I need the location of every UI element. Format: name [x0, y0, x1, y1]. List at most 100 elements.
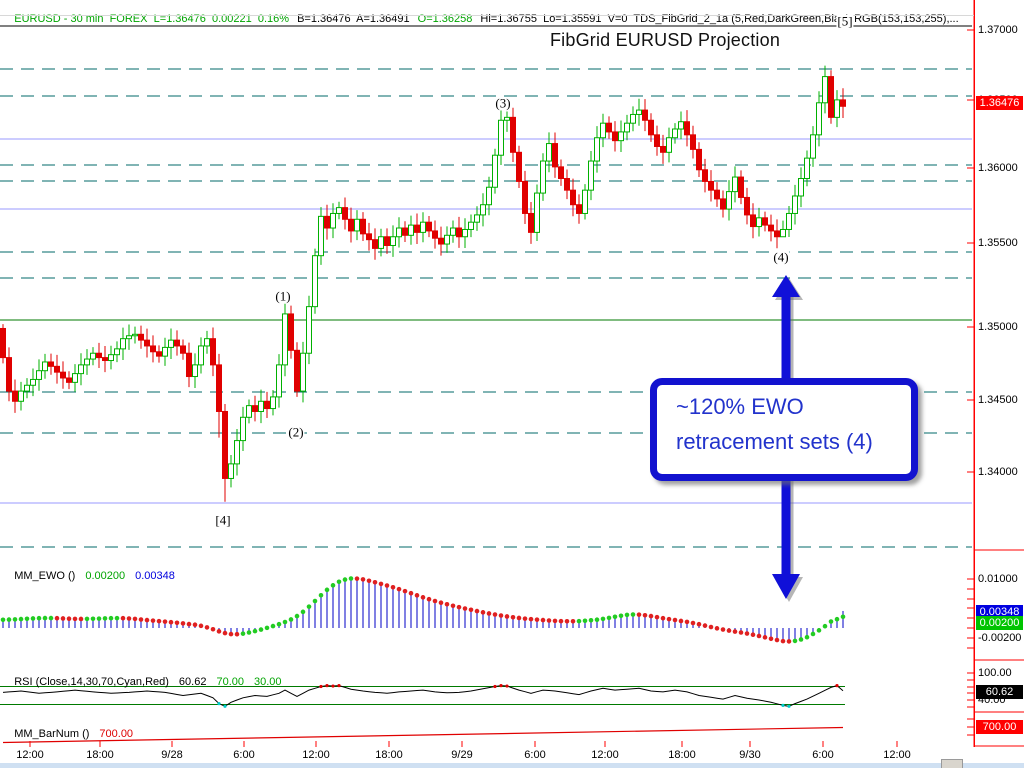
candle-body: [306, 306, 312, 354]
candle-body: [780, 228, 786, 238]
candle-body: [504, 116, 510, 121]
ewo-signal-dot: [762, 635, 768, 640]
rsi-oversold-mark: [223, 704, 227, 708]
candle-body: [546, 143, 552, 162]
open-info: O=1.36258: [417, 13, 473, 25]
scrollbar-grip[interactable]: [941, 759, 963, 768]
candle-body: [522, 180, 528, 214]
rsi-axis-label: 100.00: [978, 667, 1012, 679]
annotation-callout-box[interactable]: ~120% EWO retracement sets (4): [650, 378, 918, 481]
candle-body: [684, 121, 690, 136]
candle-body: [216, 364, 222, 412]
ewo-signal-dot: [114, 615, 120, 621]
ewo-signal-dot: [300, 609, 306, 615]
ewo-signal-dot: [126, 616, 132, 621]
candle-body: [36, 370, 42, 380]
horizontal-scrollbar[interactable]: [0, 763, 1024, 768]
candle-body: [636, 109, 642, 115]
candle-body: [738, 176, 744, 198]
rsi-oversold-mark: [781, 703, 785, 708]
candle-body: [162, 346, 168, 357]
ewo-signal-dot: [408, 590, 414, 596]
candle-body: [702, 169, 708, 182]
ewo-signal-dot: [210, 626, 216, 632]
ewo-signal-dot: [534, 617, 540, 622]
candle-body: [402, 227, 408, 236]
candle-body: [834, 99, 840, 118]
ewo-signal-dot: [528, 616, 534, 622]
candle-body: [156, 351, 162, 357]
ewo-signal-dot: [120, 615, 126, 621]
candle-body: [288, 313, 294, 351]
candle-body: [498, 119, 504, 156]
ewo-axis-label: -0.00200: [978, 632, 1022, 644]
ewo-signal-dot: [246, 630, 252, 635]
candle-body: [18, 390, 24, 402]
candle-body: [246, 405, 252, 418]
candle-body: [558, 166, 564, 180]
ewo-signal-dot: [150, 618, 156, 623]
candle-body: [552, 143, 558, 168]
ewo-signal-dot: [468, 607, 474, 613]
ewo-signal-dot: [660, 615, 666, 621]
ewo-axis-label: 0.01000: [978, 573, 1018, 585]
rsi-overbought-mark: [331, 684, 335, 688]
chart-title: FibGrid EURUSD Projection: [549, 30, 781, 50]
ewo-signal-dot: [258, 627, 264, 632]
price-axis-label: 1.34000: [978, 466, 1018, 478]
ewo-signal-dot: [336, 579, 342, 585]
annotation-line1: ~120% EWO: [676, 394, 804, 419]
candle-body: [186, 352, 192, 378]
ewo-signal-dot: [648, 613, 654, 619]
ewo-signal-dot: [696, 621, 702, 627]
ewo-signal-dot: [786, 639, 792, 644]
ewo-signal-dot: [66, 616, 72, 622]
ewo-signal-dot: [522, 616, 528, 621]
price-axis-label: 1.35500: [978, 237, 1018, 249]
hilo-study-info: Hi=1.36755 Lo=1.35591 V=0 TDS_FibGrid_2_…: [480, 13, 959, 25]
ewo-signal-dot: [744, 631, 750, 636]
ewo-signal-dot: [834, 616, 840, 622]
candle-body: [408, 224, 414, 236]
candle-body: [60, 371, 66, 379]
candle-body: [666, 137, 672, 153]
candle-body: [468, 221, 474, 230]
candle-body: [726, 191, 732, 210]
candle-body: [606, 122, 612, 133]
barnum-value: 700.00: [99, 728, 134, 740]
down-arrow-shaft[interactable]: [781, 477, 791, 578]
up-arrow-head[interactable]: [772, 275, 800, 297]
price-axis-label: 1.35000: [978, 321, 1018, 333]
candle-body: [720, 198, 726, 210]
ewo-signal-dot: [72, 616, 78, 622]
barnum-panel-label: MM_BarNum () 700.00: [2, 716, 143, 752]
time-axis-label: 9/28: [161, 749, 183, 761]
bid-ask-info: B=1.36476 A=1.36491: [297, 13, 410, 25]
ewo-signal-dot: [204, 625, 210, 630]
ewo-signal-dot: [456, 604, 462, 610]
ewo-signal-dot: [516, 615, 522, 621]
down-arrow-head[interactable]: [772, 574, 800, 599]
candle-body: [312, 255, 318, 308]
up-arrow-shaft[interactable]: [781, 293, 791, 382]
ewo-signal-dot: [240, 631, 246, 636]
candle-body: [570, 189, 576, 206]
candle-body: [174, 339, 180, 347]
rsi-overbought-mark: [319, 684, 323, 689]
ewo-signal-dot: [60, 616, 66, 621]
candle-body: [462, 228, 468, 238]
price-axis-label: 1.36000: [978, 162, 1018, 174]
ewo-signal-dot: [42, 615, 48, 621]
candle-body: [672, 128, 678, 139]
ewo-signal-dot: [30, 616, 36, 621]
candle-body: [696, 148, 702, 171]
rsi-overbought-mark: [325, 684, 329, 688]
candle-body: [678, 121, 684, 130]
ewo-signal-dot: [822, 623, 828, 629]
ewo-signal-dot: [780, 638, 786, 644]
ewo-signal-dot: [510, 614, 516, 620]
rsi-overbought-mark: [505, 684, 509, 688]
candle-body: [654, 134, 660, 147]
ewo-signal-dot: [588, 618, 594, 623]
